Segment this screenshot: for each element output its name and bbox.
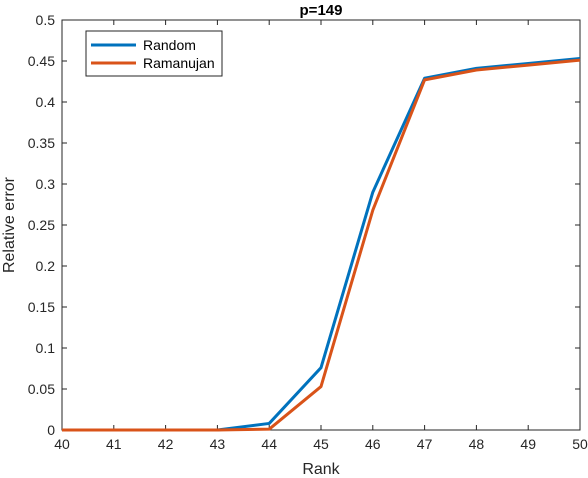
y-tick-label: 0.4	[36, 94, 56, 110]
y-tick-label: 0.35	[28, 135, 55, 151]
x-tick-label: 45	[313, 436, 329, 452]
x-tick-label: 47	[417, 436, 433, 452]
x-tick-label: 49	[520, 436, 536, 452]
x-tick-label: 44	[261, 436, 277, 452]
y-tick-label: 0	[47, 422, 55, 438]
x-tick-label: 40	[54, 436, 70, 452]
y-tick-label: 0.25	[28, 217, 55, 233]
y-tick-label: 0.3	[36, 176, 56, 192]
series-lines	[62, 57, 581, 432]
x-tick-label: 41	[106, 436, 122, 452]
axis-ticks: 40 41 42 43 44 45 46 47 48 49 50 0 0.05 0.1 0.15 0.2 0.2…	[28, 12, 588, 452]
series-line-ramanujan	[62, 58, 581, 432]
y-tick-label: 0.15	[28, 299, 55, 315]
y-tick-label: 0.45	[28, 53, 55, 69]
x-tick-label: 43	[210, 436, 226, 452]
y-tick-label: 0.1	[36, 340, 56, 356]
y-tick-label: 0.05	[28, 381, 55, 397]
legend-label-random: Random	[143, 37, 196, 53]
x-tick-label: 46	[365, 436, 381, 452]
y-axis-label: Relative error	[1, 176, 18, 273]
y-tick-label: 0.5	[36, 12, 56, 28]
x-tick-label: 42	[158, 436, 174, 452]
x-axis-label: Rank	[302, 461, 340, 478]
x-tick-label: 48	[469, 436, 485, 452]
legend-box	[85, 30, 223, 77]
legend-label-ramanujan: Ramanujan	[143, 55, 215, 71]
x-tick-label: 50	[572, 436, 588, 452]
chart-title: p=149	[300, 2, 343, 19]
y-tick-label: 0.2	[36, 258, 56, 274]
plot-area	[61, 19, 581, 431]
legend: Random Ramanujan	[85, 30, 223, 77]
